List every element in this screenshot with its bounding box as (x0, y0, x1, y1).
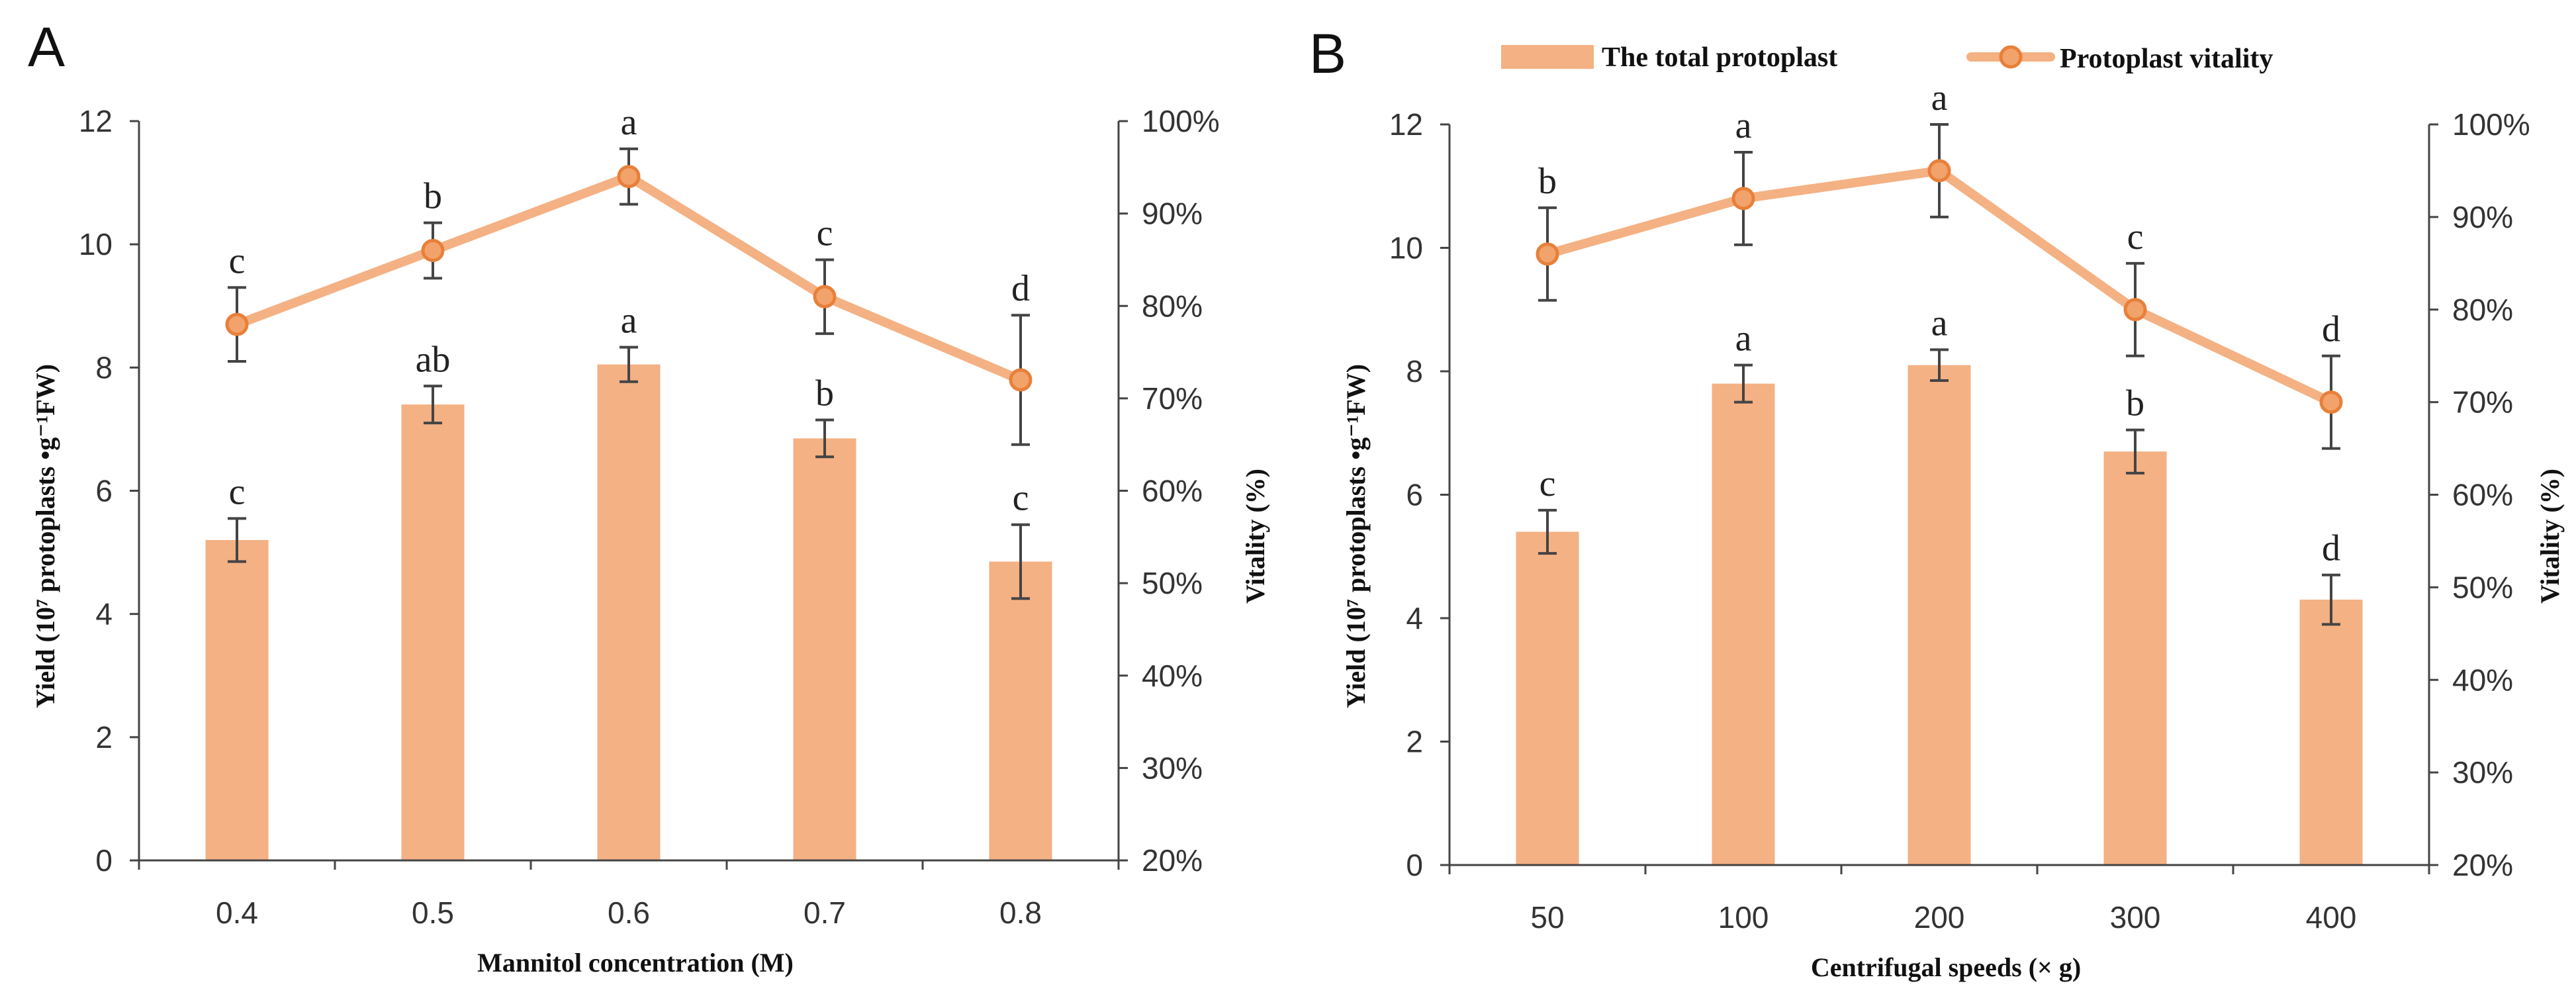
panel-b-left-tick-label: 8 (1406, 354, 1423, 389)
panel-a-bar (793, 438, 856, 860)
panel-a-right-tick-label: 30% (1142, 751, 1203, 785)
panel-b-vitality-point (1731, 187, 1755, 210)
panel-a-vitality-significance-label: c (229, 240, 246, 281)
panel-a-vitality-significance-label: d (1011, 268, 1030, 309)
panel-a-left-tick-label: 8 (95, 350, 113, 385)
panel-a-x-tick-label: 0.8 (999, 895, 1042, 930)
panel-b-bar (1712, 383, 1775, 865)
panel-b-right-tick-label: 40% (2452, 663, 2513, 697)
legend-line-label: Protoplast vitality (2060, 44, 2273, 74)
panel-a-left-tick-label: 2 (95, 720, 113, 754)
panel-b-bar-significance-label: b (2126, 383, 2144, 424)
panel-b-bar (2103, 451, 2167, 865)
panel-b-x-tick-label: 100 (1718, 900, 1769, 935)
legend-bar-swatch (1501, 45, 1594, 69)
panel-a-right-tick-label: 60% (1142, 474, 1203, 508)
panel-a-bar (989, 561, 1052, 860)
panel-b-bar-significance-label: c (1540, 463, 1556, 504)
panel-b-x-tick-label: 300 (2110, 900, 2161, 935)
panel-a-bar (597, 364, 661, 860)
panel-a-right-tick-label: 40% (1142, 659, 1203, 693)
panel-a-right-tick-label: 20% (1142, 843, 1203, 878)
panel-a-right-tick-label: 50% (1142, 566, 1203, 600)
legend-line-marker (1999, 45, 2023, 69)
panel-b-right-tick-label: 80% (2452, 293, 2513, 327)
panel-b-bar (1908, 365, 1971, 865)
panel-a-left-tick-label: 4 (95, 597, 113, 631)
panel-b-vitality-significance-label: d (2322, 309, 2340, 350)
panel-b-bar (2299, 600, 2363, 865)
panel-a-right-tick-label: 80% (1142, 289, 1203, 323)
panel-b-x-tick-label: 200 (1914, 900, 1965, 935)
panel-b-right-tick-label: 20% (2452, 848, 2513, 882)
panel-a-left-tick-label: 0 (95, 843, 113, 878)
panel-a-vitality-point (1009, 368, 1033, 392)
panel-b-x-tick-label: 400 (2306, 900, 2357, 935)
panel-b-bar (1516, 531, 1579, 865)
panel-b-vitality-significance-label: a (1931, 77, 1948, 118)
panel-b-left-tick-label: 2 (1406, 725, 1423, 759)
panel-b-bar-significance-label: d (2322, 528, 2340, 569)
panel-b-vitality-significance-label: b (1538, 161, 1557, 202)
panel-b-left-tick-label: 12 (1389, 107, 1423, 142)
panel-a-left-tick-label: 12 (79, 104, 113, 138)
panel-a-x-tick-label: 0.7 (804, 895, 846, 930)
panel-a-vitality-significance-label: c (817, 212, 833, 253)
panel-a-right-tick-label: 100% (1142, 104, 1220, 138)
panel-a-vitality-significance-label: b (424, 176, 442, 217)
panel-b-vitality-point (1927, 159, 1951, 183)
panel-b-left-axis-title: Yield (10⁷ protoplasts •g⁻¹FW) (1341, 364, 1371, 708)
panel-b-right-tick-label: 60% (2452, 478, 2513, 512)
panel-a-bar (205, 539, 269, 860)
panel-a-vitality-point (617, 165, 641, 189)
legend: The total protoplast Protoplast vitality (1501, 42, 2273, 74)
panel-a-vitality-point (813, 285, 837, 308)
panel-b-left-tick-label: 10 (1389, 231, 1423, 265)
panel-a-left-tick-label: 6 (95, 474, 113, 508)
panel-b-x-tick-label: 50 (1530, 900, 1564, 935)
panel-a-letter: A (28, 16, 65, 78)
panel-a-vitality-significance-label: a (621, 102, 637, 143)
panel-b: B c a a b d b a a c d 0 2 4 6 8 10 12 20% 30% 40% 50% 60% 70… (1309, 23, 2565, 982)
panel-b-right-tick-label: 100% (2452, 107, 2530, 142)
panel-a-bar (401, 404, 465, 860)
panel-a-x-axis-title: Mannitol concentration (M) (477, 948, 794, 978)
panel-b-right-tick-label: 70% (2452, 385, 2513, 420)
legend-bar-label: The total protoplast (1602, 42, 1837, 73)
panel-a-right-tick-label: 70% (1142, 381, 1203, 416)
panel-a-vitality-point (225, 312, 249, 336)
panel-a-x-tick-label: 0.5 (412, 895, 454, 930)
panel-a-left-axis-title: Yield (10⁷ protoplasts •g⁻¹FW) (30, 364, 60, 708)
panel-a-x-tick-label: 0.6 (608, 895, 650, 930)
panel-a-x-tick-label: 0.4 (216, 895, 258, 930)
panel-b-left-tick-label: 6 (1406, 478, 1423, 512)
panel-a-bar-significance-label: b (815, 373, 834, 414)
panel-b-vitality-point (1536, 242, 1559, 266)
panel-a-vitality-point (421, 238, 445, 262)
panel-a-bar-significance-label: c (1013, 478, 1029, 519)
panel-b-right-axis-title: Vitality (%) (2535, 469, 2565, 604)
panel-b-right-tick-label: 30% (2452, 755, 2513, 790)
panel-a-bar-significance-label: c (229, 471, 246, 512)
panel-a-bar-significance-label: a (621, 300, 637, 342)
panel-b-right-tick-label: 50% (2452, 570, 2513, 604)
panel-b-bar-significance-label: a (1735, 318, 1752, 359)
panel-b-bar-significance-label: a (1931, 302, 1948, 343)
panel-b-letter: B (1309, 23, 1346, 85)
panel-b-right-tick-label: 90% (2452, 200, 2513, 234)
panel-b-left-tick-label: 0 (1406, 848, 1423, 882)
panel-b-vitality-point (2319, 390, 2343, 414)
panel-a-right-axis-title: Vitality (%) (1240, 469, 1270, 604)
panel-b-vitality-significance-label: c (2127, 216, 2144, 257)
panel-b-x-axis-title: Centrifugal speeds (× g) (1811, 952, 2081, 982)
panel-b-left-tick-label: 4 (1406, 601, 1423, 635)
panel-a-left-tick-label: 10 (79, 227, 113, 261)
panel-b-vitality-point (2123, 298, 2147, 322)
panel-a-bar-significance-label: ab (416, 339, 451, 380)
panel-a-right-tick-label: 90% (1142, 197, 1203, 231)
panel-b-vitality-significance-label: a (1735, 105, 1752, 146)
